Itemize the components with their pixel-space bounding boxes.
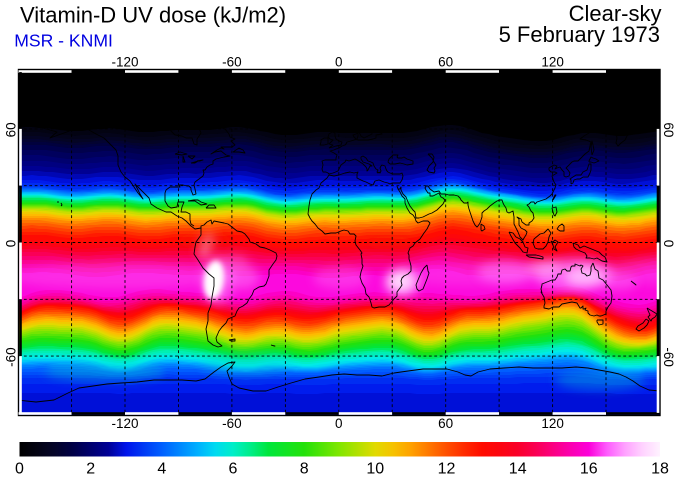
svg-text:-60: -60 [4,347,19,367]
svg-text:0: 0 [4,240,19,248]
svg-text:Clear-sky: Clear-sky [569,1,662,26]
svg-text:-60: -60 [222,55,242,70]
svg-text:4: 4 [157,461,166,478]
svg-text:5 February 1973: 5 February 1973 [499,22,660,47]
svg-text:120: 120 [541,55,564,70]
svg-text:0: 0 [15,461,24,478]
svg-text:0: 0 [661,240,676,248]
svg-text:-120: -120 [111,55,138,70]
svg-text:0: 0 [335,55,343,70]
svg-text:6: 6 [229,461,238,478]
svg-text:-60: -60 [222,416,242,431]
svg-text:16: 16 [580,461,598,478]
svg-text:0: 0 [335,416,343,431]
svg-text:120: 120 [541,416,564,431]
svg-text:60: 60 [438,55,453,70]
svg-text:14: 14 [509,461,527,478]
svg-text:18: 18 [651,461,669,478]
svg-text:60: 60 [661,122,676,137]
svg-text:MSR - KNMI: MSR - KNMI [14,30,113,50]
svg-text:12: 12 [438,461,456,478]
svg-text:2: 2 [86,461,95,478]
svg-text:60: 60 [438,416,453,431]
svg-text:10: 10 [366,461,384,478]
svg-text:-120: -120 [111,416,138,431]
svg-text:60: 60 [4,122,19,137]
svg-text:8: 8 [300,461,309,478]
svg-text:Vitamin-D UV dose (kJ/m2): Vitamin-D UV dose (kJ/m2) [20,3,286,28]
svg-text:-60: -60 [661,347,676,367]
